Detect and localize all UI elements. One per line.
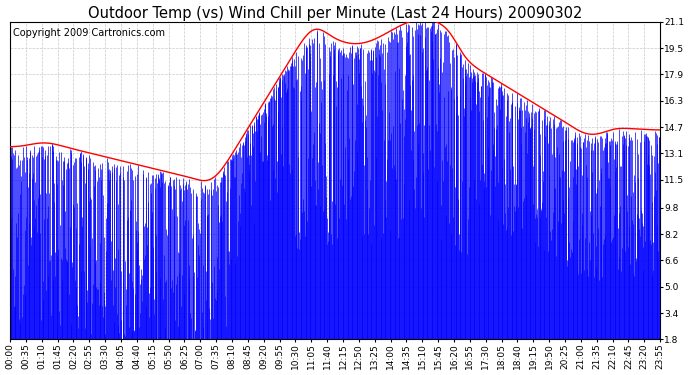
Title: Outdoor Temp (vs) Wind Chill per Minute (Last 24 Hours) 20090302: Outdoor Temp (vs) Wind Chill per Minute …: [88, 6, 582, 21]
Text: Copyright 2009 Cartronics.com: Copyright 2009 Cartronics.com: [13, 28, 166, 38]
